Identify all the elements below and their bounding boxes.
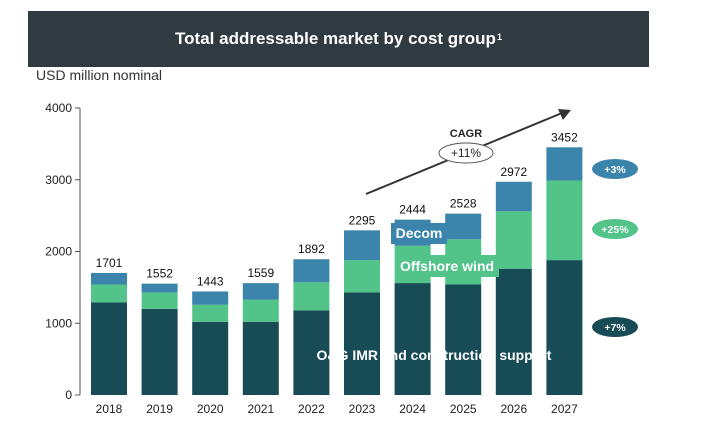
bar-segment-o-g-imr-and-construction-support: [192, 321, 229, 395]
bar-total-label: 1892: [298, 242, 325, 256]
bar-segment-o-g-imr-and-construction-support: [293, 310, 330, 395]
y-tick-label: 2000: [45, 245, 72, 259]
x-tick-label: 2019: [146, 402, 173, 416]
bar-segment-offshore-wind: [344, 260, 380, 293]
cagr-value-ellipse: [438, 142, 494, 164]
bar-total-label: 1559: [247, 266, 274, 280]
bar-segment-o-g-imr-and-construction-support: [344, 292, 380, 395]
x-tick-label: 2018: [96, 402, 123, 416]
bar-segment-offshore-wind: [242, 299, 279, 322]
bar-segment-decom: [344, 230, 380, 261]
x-tick-label: 2025: [450, 402, 477, 416]
growth-badge-label: +25%: [601, 224, 629, 236]
x-tick-label: 2027: [551, 402, 578, 416]
series-label-bg-decom: [391, 223, 447, 244]
bar-segment-o-g-imr-and-construction-support: [141, 308, 178, 395]
bar-total-label: 2295: [349, 213, 376, 227]
growth-badge: [592, 159, 638, 179]
series-label-bg-offshore-wind: [395, 255, 499, 277]
bar-segment-o-g-imr-and-construction-support: [495, 268, 532, 395]
title-footnote: 1: [496, 32, 502, 42]
bar-segment-o-g-imr-and-construction-support: [394, 283, 431, 395]
bar-segment-offshore-wind: [192, 304, 229, 322]
y-tick-label: 3000: [45, 173, 72, 187]
x-tick-label: 2023: [349, 402, 376, 416]
growth-badge-label: +3%: [604, 164, 626, 176]
bar-segment-decom: [546, 147, 583, 181]
series-label-og-imr: O&G IMR and construction support: [317, 347, 552, 363]
x-tick-label: 2024: [399, 402, 426, 416]
chart-title: Total addressable market by cost group: [175, 29, 496, 48]
bar-segment-offshore-wind: [495, 211, 532, 269]
bar-total-label: 1552: [146, 267, 173, 281]
growth-badge: [592, 317, 638, 337]
bar-segment-decom: [293, 259, 330, 283]
bar-segment-o-g-imr-and-construction-support: [546, 260, 583, 395]
series-label-offshore-wind: Offshore wind: [400, 258, 494, 274]
bar-segment-o-g-imr-and-construction-support: [445, 284, 482, 395]
bar-segment-o-g-imr-and-construction-support: [91, 302, 127, 395]
bar-total-label: 2444: [399, 203, 426, 217]
y-axis-unit-label: USD million nominal: [36, 67, 163, 83]
x-tick-label: 2021: [247, 402, 274, 416]
bar-total-label: 2972: [500, 165, 527, 179]
growth-badge-label: +7%: [604, 322, 626, 334]
bar-segment-offshore-wind: [91, 284, 127, 303]
series-label-decom: Decom: [396, 225, 443, 241]
growth-badge: [592, 219, 638, 239]
bar-segment-decom: [242, 283, 279, 300]
bar-segment-o-g-imr-and-construction-support: [242, 321, 279, 395]
bar-segment-decom: [495, 181, 532, 212]
y-tick-label: 4000: [45, 101, 72, 115]
bar-total-label: 3452: [551, 130, 578, 144]
cagr-arrowhead: [558, 109, 571, 120]
chart-title-bar: Total addressable market by cost group 1: [28, 11, 649, 67]
bar-segment-decom: [445, 213, 482, 240]
bar-total-label: 2528: [450, 197, 477, 211]
y-tick-label: 0: [65, 388, 72, 402]
y-tick-label: 1000: [45, 316, 72, 330]
x-tick-label: 2020: [197, 402, 224, 416]
x-tick-label: 2026: [500, 402, 527, 416]
cagr-value: +11%: [451, 146, 481, 160]
bar-segment-offshore-wind: [546, 180, 583, 261]
bar-segment-decom: [91, 272, 127, 285]
bar-total-label: 1443: [197, 274, 224, 288]
bar-segment-offshore-wind: [141, 292, 178, 309]
bar-segment-offshore-wind: [293, 282, 330, 311]
bar-segment-decom: [141, 283, 178, 293]
x-tick-label: 2022: [298, 402, 325, 416]
cagr-label: CAGR: [450, 128, 482, 140]
bar-segment-decom: [192, 291, 229, 305]
bar-total-label: 1701: [96, 256, 123, 270]
